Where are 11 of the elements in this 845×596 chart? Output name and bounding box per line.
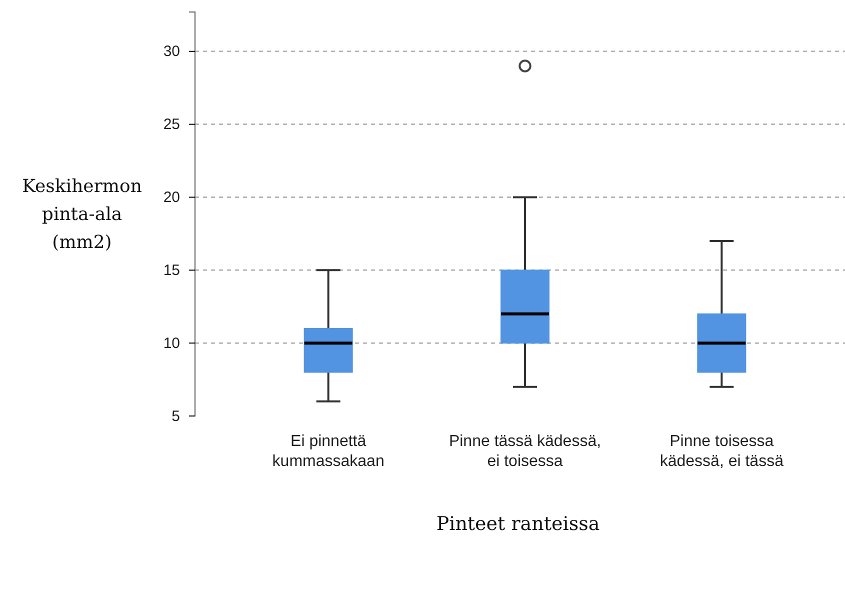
y-tick-label: 5: [172, 408, 180, 425]
x-tick-label: Ei pinnettä kummassakaan: [272, 433, 384, 470]
y-tick-label: 25: [163, 116, 180, 134]
y-tick-label: 10: [163, 334, 180, 352]
y-tick-label: 15: [163, 262, 180, 279]
y-tick-label: 20: [163, 189, 180, 206]
x-tick-label: Pinne toisessa kädessä, ei tässä: [660, 433, 784, 470]
x-axis-title: Pinteet ranteissa: [436, 513, 600, 535]
y-axis-title: Keskihermon pinta-ala (mm2): [22, 176, 142, 253]
x-tick-label: Pinne tässä kädessä, ei toisessa: [448, 433, 602, 470]
y-tick-label: 30: [163, 43, 180, 60]
